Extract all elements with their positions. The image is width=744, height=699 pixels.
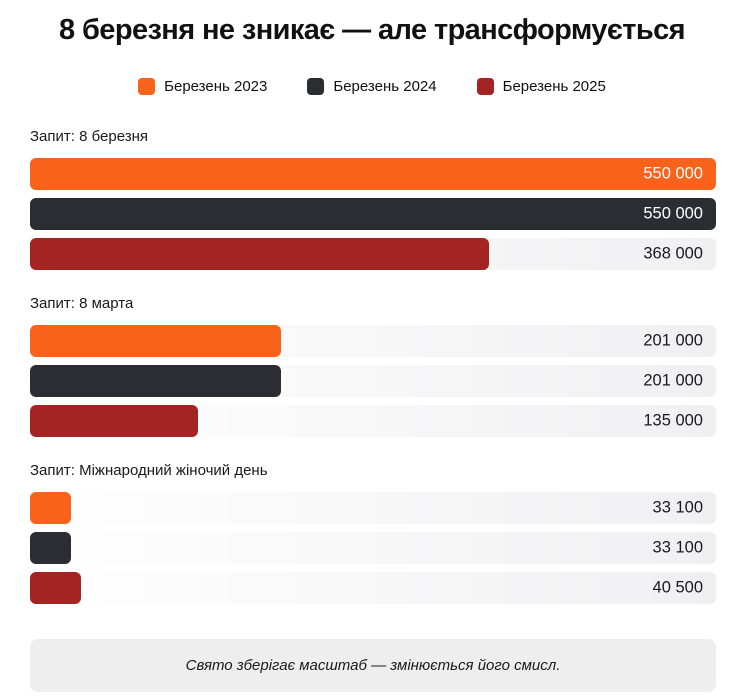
value-label: 40 500 — [652, 578, 703, 597]
bar-series-2 — [30, 238, 489, 270]
legend-label: Березень 2023 — [164, 78, 268, 95]
legend-swatch-icon — [138, 78, 156, 95]
bar-track: 550 000 — [30, 158, 716, 190]
bar-row: 33 100 — [30, 492, 716, 524]
value-label: 201 000 — [643, 371, 703, 390]
group-label: Запит: 8 березня — [30, 128, 149, 145]
bar-track: 368 000 — [30, 238, 716, 270]
bar-series-1 — [30, 532, 72, 564]
value-label: 550 000 — [643, 204, 703, 223]
chart-title: 8 березня не зникає — але трансформуєтьс… — [59, 14, 686, 46]
bar-track: 201 000 — [30, 325, 716, 357]
chart: Запит: 8 березня 550 000 550 000 368 000 Зап… — [30, 128, 716, 604]
value-label: 33 100 — [652, 538, 703, 557]
bar-series-1 — [30, 198, 716, 230]
value-label: 201 000 — [643, 331, 703, 350]
bar-track: 33 100 — [30, 532, 716, 564]
legend-item-2: Березень 2025 — [476, 78, 606, 95]
legend-label: Березень 2024 — [333, 78, 437, 95]
bar-track: 135 000 — [30, 405, 716, 437]
bar-series-2 — [30, 572, 81, 604]
group-label: Запит: 8 марта — [30, 295, 134, 312]
bar-row: 368 000 — [30, 238, 716, 270]
bar-row: 135 000 — [30, 405, 716, 437]
legend-item-1: Березень 2024 — [307, 78, 437, 95]
bar-row: 40 500 — [30, 572, 716, 604]
bar-group-1: Запит: 8 марта 201 000 201 000 135 000 — [30, 295, 716, 437]
legend: Березень 2023 Березень 2024 Березень 2025 — [0, 78, 744, 95]
bar-group-2: Запит: Міжнародний жіночий день 33 100 33 … — [30, 462, 716, 604]
legend-label: Березень 2025 — [502, 78, 606, 95]
footer-note: Свято зберігає масштаб — змінюється його… — [30, 639, 716, 692]
legend-item-0: Березень 2023 — [138, 78, 267, 95]
bar-series-0 — [30, 158, 716, 190]
bar-track: 33 100 — [30, 492, 716, 524]
bar-row: 201 000 — [30, 325, 716, 357]
group-label: Запит: Міжнародний жіночий день — [30, 462, 268, 479]
bar-track: 201 000 — [30, 365, 716, 397]
value-label: 135 000 — [643, 411, 703, 430]
legend-swatch-icon — [476, 78, 494, 95]
bar-series-1 — [30, 365, 281, 397]
bar-row: 550 000 — [30, 158, 716, 190]
bar-row: 33 100 — [30, 532, 716, 564]
value-label: 550 000 — [643, 164, 703, 183]
bar-series-2 — [30, 405, 199, 437]
bar-row: 201 000 — [30, 365, 716, 397]
bar-track: 40 500 — [30, 572, 716, 604]
bar-row: 550 000 — [30, 198, 716, 230]
bar-series-0 — [30, 325, 281, 357]
bar-series-0 — [30, 492, 72, 524]
bar-group-0: Запит: 8 березня 550 000 550 000 368 000 — [30, 128, 716, 270]
legend-swatch-icon — [307, 78, 325, 95]
value-label: 368 000 — [643, 244, 703, 263]
bar-track: 550 000 — [30, 198, 716, 230]
value-label: 33 100 — [652, 498, 703, 517]
